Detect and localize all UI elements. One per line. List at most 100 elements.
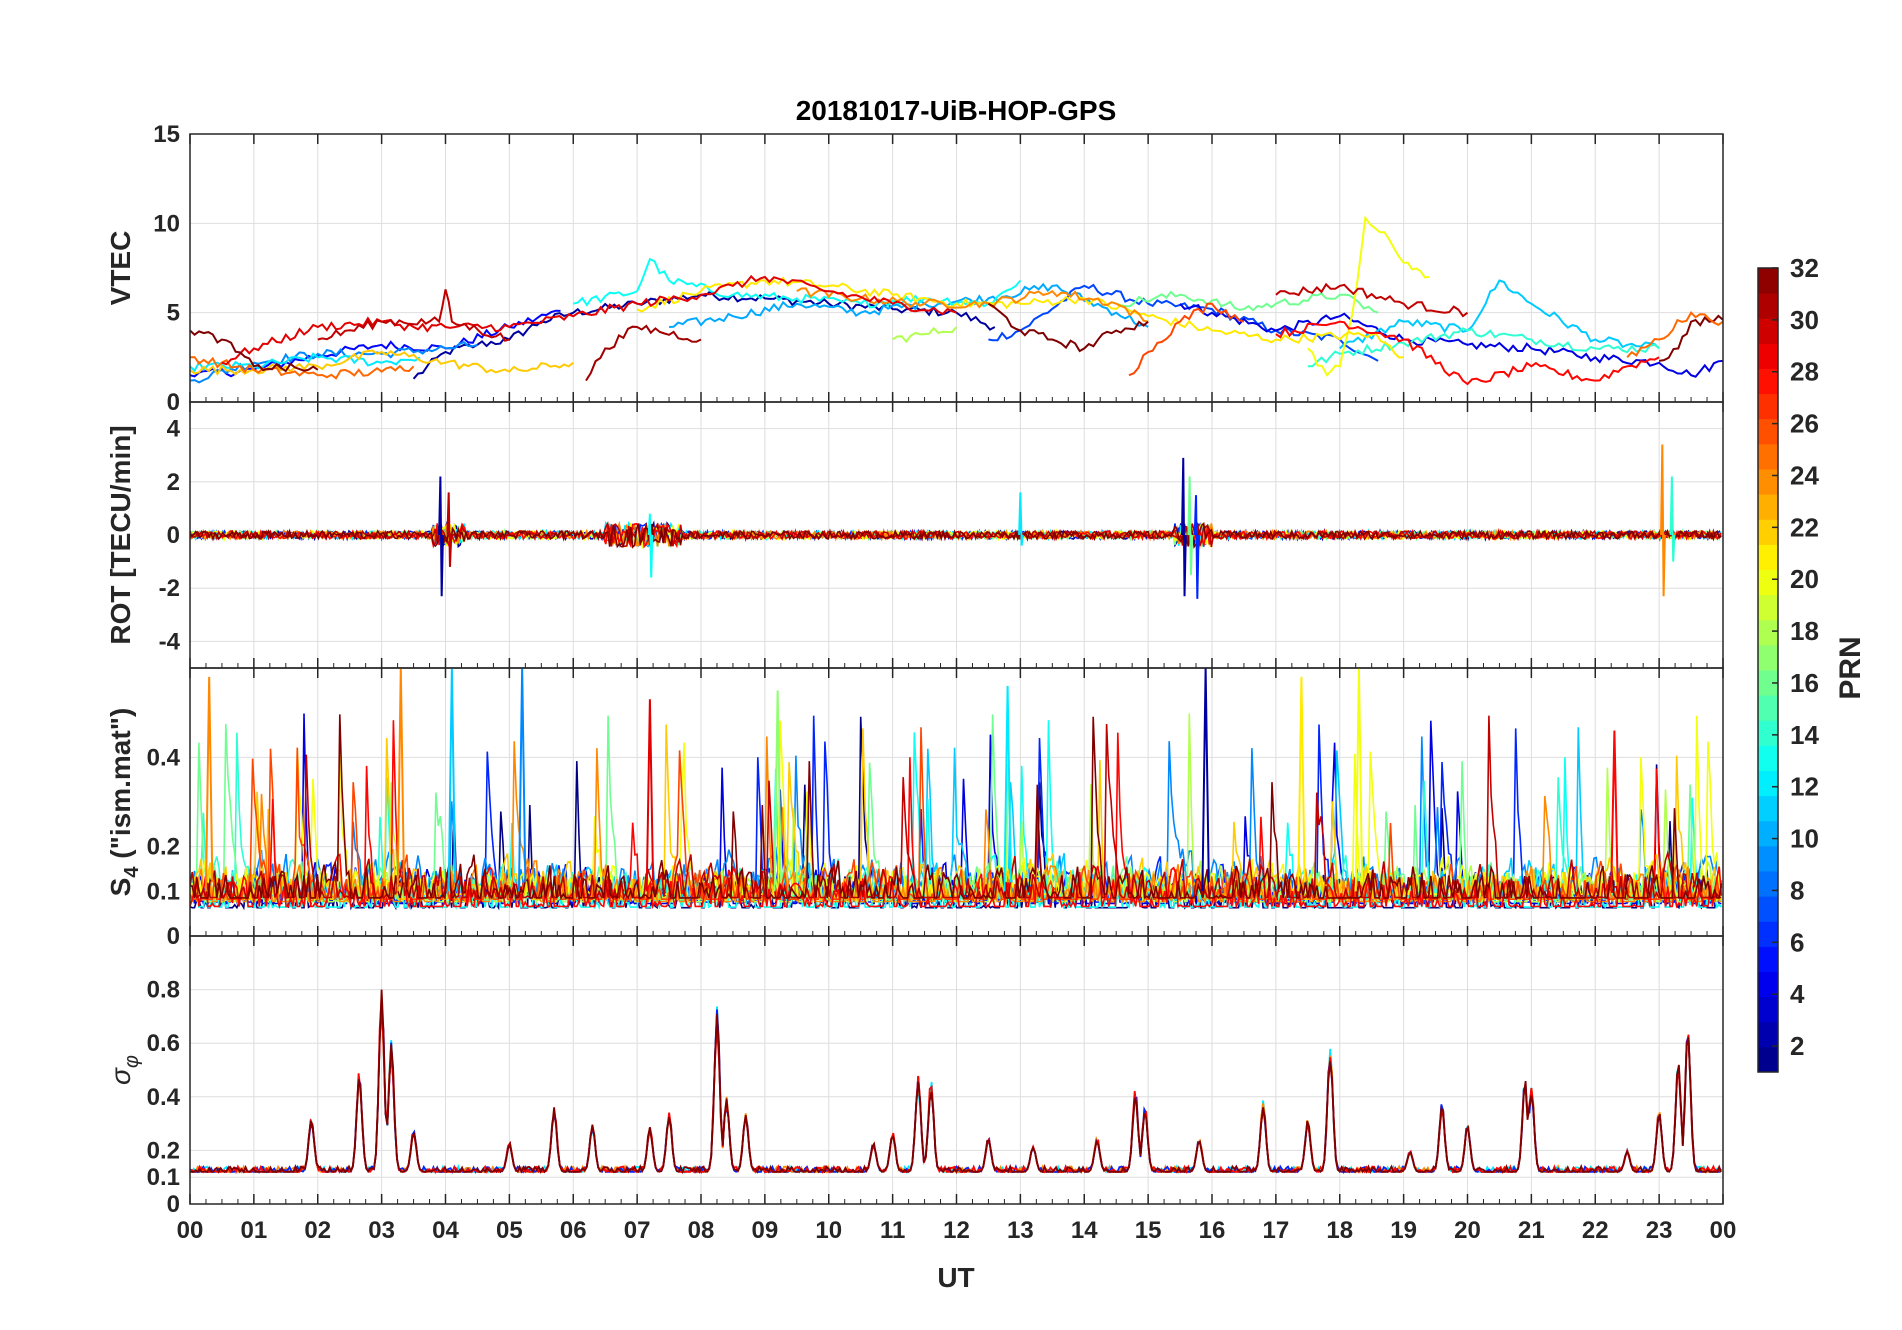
y-axis-label-rest: ("ism.mat")	[105, 708, 136, 867]
colorbar-swatch	[1758, 268, 1778, 294]
s4-peak	[1201, 668, 1210, 892]
s4-series-line	[190, 714, 1723, 901]
y-axis-label-main: σ	[105, 1067, 136, 1085]
vtec-series-line	[1275, 282, 1469, 318]
x-tick-label: 11	[880, 1217, 905, 1244]
s4-peak	[204, 676, 214, 892]
s4-peak	[773, 690, 782, 892]
rot-spike	[1018, 492, 1024, 546]
rot-spike	[647, 513, 654, 578]
y-tick-label: -2	[159, 575, 180, 602]
vtec-series-line	[190, 329, 319, 373]
colorbar-tick-label: 22	[1790, 512, 1819, 542]
rot-spike	[1187, 476, 1194, 575]
x-tick-label: 00	[177, 1217, 204, 1244]
x-tick-label: 16	[1199, 1217, 1226, 1244]
colorbar-swatch	[1758, 644, 1778, 671]
y-axis-label: VTEC	[105, 231, 136, 306]
rot-spike	[1669, 476, 1676, 562]
rot-spike	[1180, 457, 1187, 597]
colorbar-tick-label: 2	[1790, 1031, 1804, 1061]
rot-spike	[438, 476, 444, 597]
s4-peak	[1354, 668, 1364, 892]
vtec-series-line	[1339, 279, 1660, 350]
y-tick-label: -4	[159, 628, 181, 655]
chart-title: 20181017-UiB-HOP-GPS	[796, 95, 1117, 126]
colorbar-swatch	[1758, 469, 1778, 495]
y-tick-label: 0.1	[147, 878, 180, 905]
y-tick-label: 0.4	[147, 1084, 181, 1111]
panel-2-data	[190, 444, 1722, 599]
y-tick-label: 2	[167, 469, 180, 496]
colorbar-swatch	[1758, 971, 1778, 998]
y-tick-label: 4	[167, 416, 181, 443]
panel-4-data	[190, 989, 1722, 1175]
colorbar-tick-label: 4	[1790, 979, 1805, 1009]
x-tick-label: 14	[1071, 1217, 1098, 1244]
colorbar-swatch	[1758, 544, 1778, 570]
s4-peak	[645, 699, 655, 892]
sigma-phi-series-line	[190, 989, 1722, 1175]
colorbar-tick-label: 26	[1790, 409, 1819, 439]
colorbar-swatch	[1758, 695, 1778, 721]
x-tick-label: 21	[1518, 1217, 1545, 1244]
x-tick-label: 23	[1646, 1217, 1673, 1244]
colorbar-tick-label: 14	[1790, 720, 1819, 750]
vtec-series-line	[221, 274, 957, 366]
vtec-series-line	[317, 289, 510, 342]
y-tick-label: 0.1	[147, 1164, 180, 1191]
y-tick-label: 5	[167, 300, 180, 327]
y-tick-label: 10	[153, 210, 180, 237]
colorbar-tick-label: 24	[1790, 460, 1819, 490]
colorbar-swatch	[1758, 569, 1778, 596]
colorbar-tick-label: 12	[1790, 772, 1819, 802]
s4-peak	[517, 668, 527, 892]
vtec-series-line	[1275, 320, 1660, 386]
vtec-series-line	[190, 356, 415, 380]
y-axis-label-sub: φ	[121, 1055, 143, 1068]
y-tick-label: 0.6	[147, 1030, 180, 1057]
vtec-series-line	[636, 276, 1404, 359]
x-tick-label: 09	[752, 1217, 779, 1244]
s4-peak	[1610, 730, 1619, 892]
x-tick-label: 08	[688, 1217, 715, 1244]
x-tick-label: 04	[432, 1217, 459, 1244]
x-tick-label: 22	[1582, 1217, 1609, 1244]
colorbar-swatch	[1758, 720, 1778, 746]
colorbar-swatch	[1758, 670, 1778, 696]
vtec-series-line	[1179, 303, 1723, 378]
colorbar-swatch	[1758, 519, 1778, 545]
colorbar-swatch	[1758, 770, 1778, 797]
x-tick-label: 17	[1263, 1217, 1290, 1244]
vtec-series-line	[1307, 327, 1660, 368]
vtec-series-line	[796, 287, 1149, 323]
vtec-series-line	[1115, 290, 1379, 314]
rot-spike	[1660, 444, 1666, 597]
x-tick-label: 05	[496, 1217, 523, 1244]
rot-spike	[446, 492, 453, 567]
colorbar-swatch	[1758, 795, 1778, 822]
panel-4: 00.10.2 0.4 0.6 0.8 σφ	[105, 935, 1724, 1218]
y-axis-label: ROT [TECU/min]	[105, 425, 136, 644]
colorbar-swatch	[1758, 921, 1778, 947]
x-tick-label: 18	[1326, 1217, 1353, 1244]
y-tick-label: 0	[167, 389, 180, 416]
colorbar-tick-label: 32	[1790, 253, 1819, 283]
rot-spike	[1193, 495, 1200, 599]
x-tick-label: 20	[1454, 1217, 1481, 1244]
colorbar-swatch	[1758, 896, 1778, 922]
colorbar-swatch	[1758, 494, 1778, 520]
colorbar-tick-label: 6	[1790, 927, 1804, 957]
colorbar-swatch	[1758, 1021, 1778, 1048]
vtec-series-line	[585, 324, 702, 382]
colorbar-swatch	[1758, 368, 1778, 395]
x-tick-label: 07	[624, 1217, 651, 1244]
colorbar-swatch	[1758, 443, 1778, 470]
colorbar-frame	[1757, 267, 1779, 1073]
colorbar-swatch	[1758, 1046, 1778, 1073]
vtec-series-line	[892, 326, 958, 344]
y-tick-label: 0.2	[147, 834, 180, 861]
